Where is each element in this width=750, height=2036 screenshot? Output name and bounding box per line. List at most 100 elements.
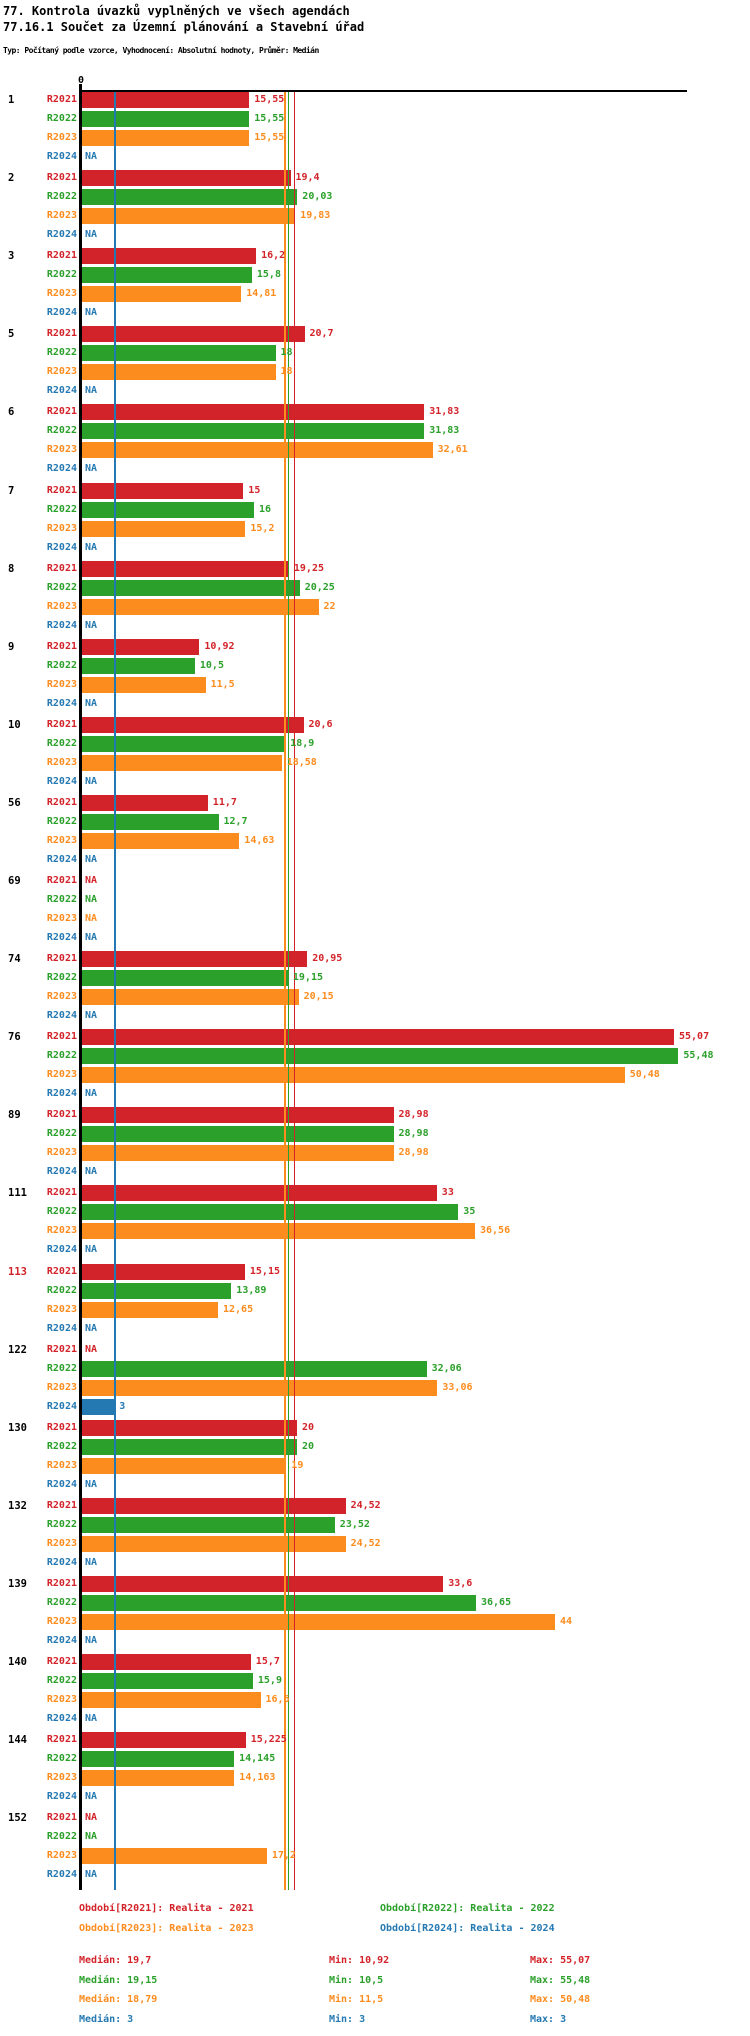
bar-value-label: 33: [441, 1187, 454, 1199]
bar-r2022: [82, 735, 286, 752]
series-label-r2023: R2023: [46, 834, 77, 846]
bar-value-label: 14,63: [244, 834, 275, 846]
series-label-r2022: R2022: [46, 581, 77, 593]
series-label-r2022: R2022: [46, 1362, 77, 1374]
series-label-r2023: R2023: [46, 444, 77, 456]
bar-r2022: [82, 345, 276, 362]
bar-value-label: 36,65: [481, 1596, 512, 1608]
bar-value-label: 23,52: [339, 1518, 370, 1530]
bar-r2022: [82, 1438, 297, 1455]
bar-value-label: 3: [119, 1400, 126, 1412]
bar-r2021: [82, 170, 291, 187]
stat-median-r2022: Medián: 19,15: [79, 1975, 158, 1986]
series-label-r2022: R2022: [46, 972, 77, 984]
bar-r2023: [82, 832, 240, 849]
group-label: 139: [8, 1577, 27, 1590]
bar-value-label: 16,2: [261, 250, 286, 262]
stat-max-r2021: Max: 55,07: [530, 1955, 591, 1966]
bar-r2024: [82, 1398, 115, 1415]
series-label-r2021: R2021: [46, 406, 77, 418]
page-title: 77. Kontrola úvazků vyplněných ve všech …: [3, 4, 350, 18]
na-label: NA: [85, 775, 98, 787]
bar-r2023: [82, 1613, 555, 1630]
series-label-r2021: R2021: [46, 1421, 77, 1433]
bar-value-label: 24,52: [350, 1499, 381, 1511]
bar-r2022: [82, 657, 195, 674]
na-label: NA: [85, 913, 98, 924]
bar-value-label: 28,98: [398, 1109, 429, 1121]
bar-value-label: 17,2: [271, 1850, 296, 1862]
bar-r2022: [82, 970, 288, 987]
series-label-r2021: R2021: [46, 1812, 77, 1824]
stat-min-r2023: Min: 11,5: [329, 1994, 384, 2005]
series-label-r2023: R2023: [46, 1069, 77, 1081]
group-label: 132: [8, 1499, 27, 1512]
series-label-r2021: R2021: [46, 328, 77, 340]
series-label-r2022: R2022: [46, 737, 77, 749]
bar-r2022: [82, 1673, 253, 1689]
series-label-r2022: R2022: [46, 894, 77, 905]
series-label-r2022: R2022: [46, 1050, 77, 1062]
series-label-r2023: R2023: [46, 1850, 77, 1862]
bar-r2023: [82, 1301, 218, 1318]
series-label-r2021: R2021: [46, 718, 77, 730]
bar-r2022: [82, 111, 250, 127]
bar-r2023: [82, 1692, 261, 1708]
series-label-r2021: R2021: [46, 1265, 77, 1277]
series-label-r2023: R2023: [46, 522, 77, 534]
series-label-r2022: R2022: [46, 1753, 77, 1765]
x-axis-line: [79, 90, 687, 92]
bar-r2023: [82, 1067, 625, 1084]
series-label-r2024: R2024: [46, 151, 77, 162]
series-label-r2021: R2021: [46, 1656, 77, 1667]
na-label: NA: [85, 463, 98, 475]
na-label: NA: [85, 1812, 98, 1824]
bar-value-label: 20,7: [309, 328, 334, 340]
bar-value-label: 14,81: [246, 288, 277, 300]
series-label-r2023: R2023: [46, 210, 77, 222]
bar-r2022: [82, 1360, 427, 1377]
group-label: 56: [8, 796, 21, 809]
bar-value-label: 15,55: [254, 132, 285, 143]
series-label-r2024: R2024: [46, 1634, 77, 1646]
bar-r2022: [82, 1282, 232, 1299]
group-label: 7: [8, 484, 15, 497]
series-label-r2024: R2024: [46, 1478, 77, 1490]
stat-max-r2023: Max: 50,48: [530, 1994, 591, 2005]
series-label-r2021: R2021: [46, 1734, 77, 1746]
bar-value-label: 14,163: [239, 1772, 276, 1784]
series-label-r2022: R2022: [46, 113, 77, 124]
bar-value-label: 24,52: [350, 1537, 381, 1549]
series-label-r2022: R2022: [46, 1675, 77, 1686]
bar-value-label: 20,6: [308, 718, 333, 730]
series-label-r2024: R2024: [46, 1166, 77, 1178]
bar-value-label: 15,2: [250, 522, 275, 534]
series-label-r2024: R2024: [46, 1791, 77, 1803]
series-label-r2021: R2021: [46, 1499, 77, 1511]
series-label-r2022: R2022: [46, 1440, 77, 1452]
series-label-r2023: R2023: [46, 1694, 77, 1705]
series-label-r2022: R2022: [46, 191, 77, 203]
bar-value-label: 16: [259, 503, 272, 515]
series-label-r2022: R2022: [46, 1518, 77, 1530]
bar-r2021: [82, 1732, 246, 1749]
series-label-r2024: R2024: [46, 1556, 77, 1568]
bar-value-label: 10,5: [199, 659, 224, 671]
series-label-r2021: R2021: [46, 1343, 77, 1355]
group-label: 89: [8, 1109, 21, 1122]
bar-r2022: [82, 1751, 235, 1768]
group-label: 2: [8, 172, 15, 185]
bar-r2021: [82, 1419, 297, 1436]
series-label-r2024: R2024: [46, 853, 77, 865]
bar-value-label: 22: [323, 600, 336, 612]
series-label-r2021: R2021: [46, 1109, 77, 1121]
group-label: 111: [8, 1187, 27, 1200]
bar-r2021: [82, 1654, 251, 1670]
bar-value-label: 15: [248, 484, 261, 496]
bar-r2022: [82, 1126, 394, 1143]
legend-item-r2021: Období[R2021]: Realita - 2021: [79, 1903, 254, 1914]
series-label-r2024: R2024: [46, 307, 77, 319]
bar-r2023: [82, 130, 250, 146]
bar-value-label: 28,98: [398, 1147, 429, 1159]
